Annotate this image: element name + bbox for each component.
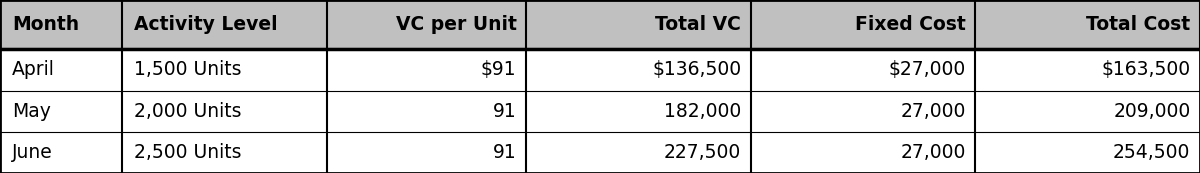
Text: 91: 91 [493, 102, 517, 121]
Text: 227,500: 227,500 [664, 143, 742, 162]
Text: 1,500 Units: 1,500 Units [134, 60, 241, 79]
Text: 2,000 Units: 2,000 Units [134, 102, 241, 121]
Text: Total VC: Total VC [655, 15, 742, 34]
Text: Fixed Cost: Fixed Cost [856, 15, 966, 34]
Text: $136,500: $136,500 [652, 60, 742, 79]
Text: Month: Month [12, 15, 79, 34]
Text: 2,500 Units: 2,500 Units [134, 143, 241, 162]
Text: $91: $91 [481, 60, 517, 79]
Text: 27,000: 27,000 [900, 102, 966, 121]
Text: $27,000: $27,000 [888, 60, 966, 79]
Text: 91: 91 [493, 143, 517, 162]
Bar [0, 91, 1200, 132]
Text: $163,500: $163,500 [1102, 60, 1190, 79]
Bar [0, 0, 1200, 49]
Bar [0, 49, 1200, 91]
Text: Activity Level: Activity Level [134, 15, 277, 34]
Text: June: June [12, 143, 53, 162]
Text: April: April [12, 60, 55, 79]
Bar [0, 132, 1200, 173]
Text: 209,000: 209,000 [1114, 102, 1190, 121]
Text: VC per Unit: VC per Unit [396, 15, 517, 34]
Text: 254,500: 254,500 [1114, 143, 1190, 162]
Text: 182,000: 182,000 [664, 102, 742, 121]
Text: May: May [12, 102, 50, 121]
Text: Total Cost: Total Cost [1086, 15, 1190, 34]
Text: 27,000: 27,000 [900, 143, 966, 162]
